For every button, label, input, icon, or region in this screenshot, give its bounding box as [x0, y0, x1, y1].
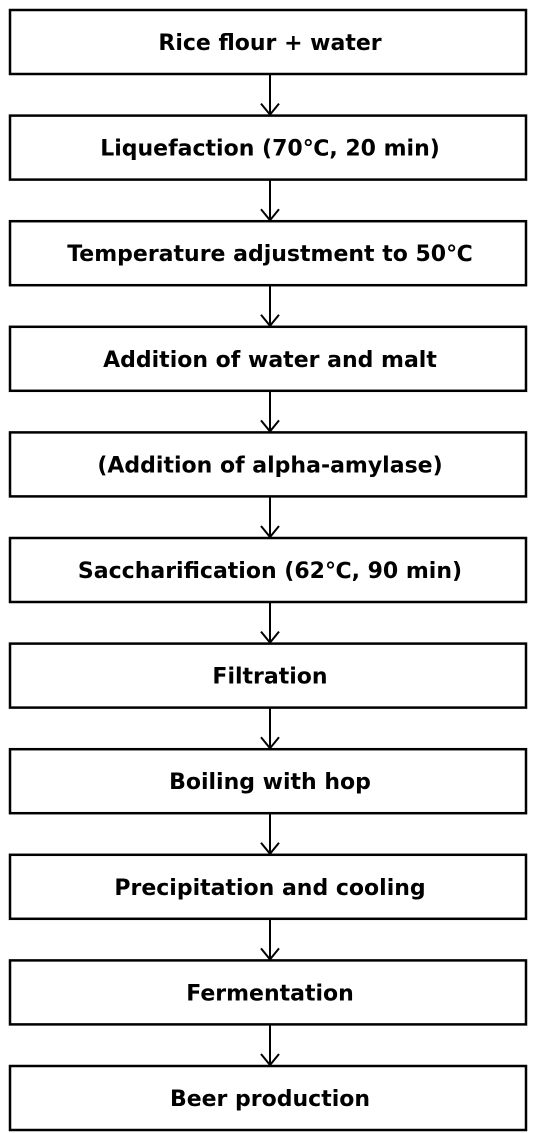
arrow	[260, 179, 280, 222]
arrow	[260, 707, 280, 750]
process-label: Saccharification (62℃, 90 min)	[78, 559, 462, 584]
process-box	[8, 8, 528, 76]
process-label: Temperature adjustment to 50℃	[67, 242, 473, 267]
process-label: Boiling with hop	[169, 770, 371, 795]
arrow	[260, 74, 280, 117]
arrow	[260, 918, 280, 961]
process-label: Fermentation	[186, 981, 354, 1006]
process-label: (Addition of alpha-amylase)	[97, 453, 442, 478]
process-box	[8, 747, 528, 815]
process-label: Precipitation and cooling	[114, 876, 425, 901]
process-label: Filtration	[212, 665, 327, 690]
process-label: Beer production	[170, 1087, 370, 1112]
process-box	[8, 1064, 528, 1132]
process-box	[8, 114, 528, 181]
process-label: Rice flour + water	[158, 31, 381, 56]
process-box	[8, 431, 528, 498]
arrow	[260, 602, 280, 645]
process-box	[8, 325, 528, 393]
arrow	[260, 285, 280, 328]
process-label: Addition of water and malt	[103, 348, 437, 373]
process-label: Liquefaction (70℃, 20 min)	[100, 137, 440, 162]
arrow	[260, 813, 280, 856]
process-box	[8, 219, 528, 287]
arrow	[260, 1024, 280, 1067]
arrow	[260, 496, 280, 539]
process-box	[8, 642, 528, 709]
process-box	[8, 536, 528, 604]
process-box	[8, 959, 528, 1026]
arrow	[260, 390, 280, 433]
process-box	[8, 853, 528, 921]
